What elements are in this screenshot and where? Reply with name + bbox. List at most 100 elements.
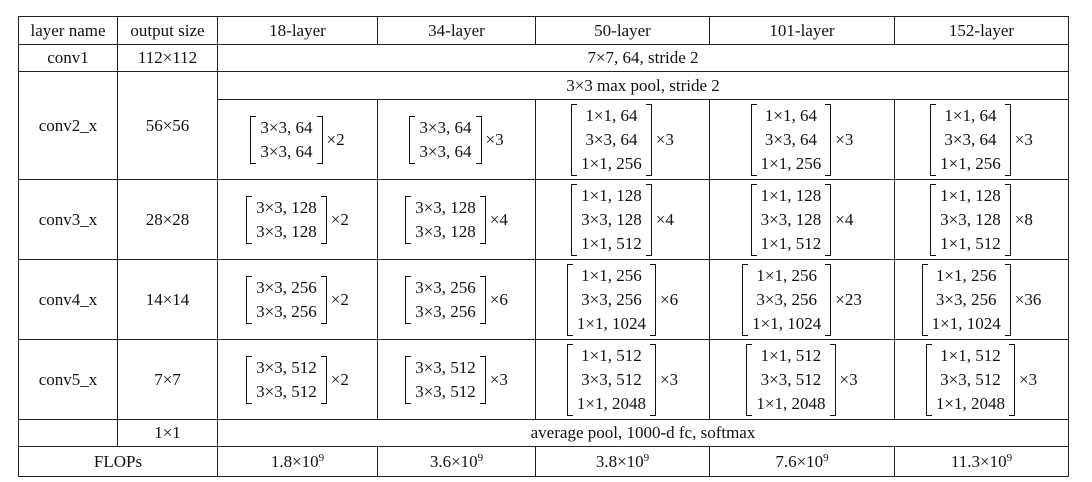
block-layer-spec: 1×1, 512: [940, 233, 1001, 253]
flops-152: 11.3×109: [894, 446, 1069, 477]
block-repeat-count: ×4: [489, 209, 508, 229]
block-group: 1×1, 256 3×3, 256 1×1, 1024 ×23: [742, 263, 862, 337]
conv3-18-block: 3×3, 128 3×3, 128 ×2: [217, 179, 378, 260]
block-repeat-count: ×3: [839, 369, 858, 389]
flops-50: 3.8×109: [535, 446, 710, 477]
flops-101: 7.6×109: [709, 446, 895, 477]
block-layer-spec: 3×3, 256: [256, 277, 317, 297]
bracket-matrix: 3×3, 64 3×3, 64: [409, 115, 482, 165]
block-repeat-count: ×36: [1014, 289, 1042, 309]
flops-152-exponent: 9: [1006, 451, 1013, 464]
block-repeat-count: ×2: [326, 129, 345, 149]
maxpool-spec: 3×3 max pool, stride 2: [217, 71, 1069, 100]
block-repeat-count: ×6: [489, 289, 508, 309]
block-group: 1×1, 128 3×3, 128 1×1, 512 ×8: [930, 183, 1033, 257]
block-layer-spec: 1×1, 512: [940, 345, 1001, 365]
block-layer-spec: 1×1, 2048: [756, 393, 826, 413]
block-repeat-count: ×2: [330, 369, 349, 389]
header-18-layer: 18-layer: [217, 16, 378, 45]
block-layer-spec: 3×3, 256: [935, 289, 997, 309]
block-group: 1×1, 512 3×3, 512 1×1, 2048 ×3: [746, 343, 858, 417]
bracket-matrix: 1×1, 128 3×3, 128 1×1, 512: [930, 183, 1011, 257]
conv3-101-block: 1×1, 128 3×3, 128 1×1, 512 ×4: [709, 179, 895, 260]
conv3-layer-name: conv3_x: [18, 179, 118, 260]
conv2-50-block: 1×1, 64 3×3, 64 1×1, 256 ×3: [535, 99, 710, 180]
block-group: 1×1, 256 3×3, 256 1×1, 1024 ×36: [921, 263, 1042, 337]
block-group: 1×1, 64 3×3, 64 1×1, 256 ×3: [930, 103, 1033, 177]
block-layer-spec: 1×1, 512: [760, 345, 822, 365]
conv3-50-block: 1×1, 128 3×3, 128 1×1, 512 ×4: [535, 179, 710, 260]
flops-18-mantissa: 1.8×10: [270, 451, 319, 471]
block-group: 1×1, 256 3×3, 256 1×1, 1024 ×6: [566, 263, 678, 337]
conv5-101-block: 1×1, 512 3×3, 512 1×1, 2048 ×3: [709, 339, 895, 420]
block-layer-spec: 3×3, 64: [764, 129, 817, 149]
bracket-matrix: 3×3, 512 3×3, 512: [246, 355, 327, 405]
block-layer-spec: 3×3, 512: [940, 369, 1001, 389]
block-group: 1×1, 512 3×3, 512 1×1, 2048 ×3: [566, 343, 678, 417]
block-layer-spec: 3×3, 128: [256, 221, 317, 241]
avgpool-output-size: 1×1: [117, 419, 218, 447]
block-repeat-count: ×3: [655, 129, 674, 149]
block-group: 3×3, 256 3×3, 256 ×2: [246, 275, 349, 325]
conv5-output-size: 7×7: [117, 339, 218, 420]
flops-50-exponent: 9: [643, 451, 650, 464]
bracket-matrix: 1×1, 64 3×3, 64 1×1, 256: [750, 103, 832, 177]
conv2-18-block: 3×3, 64 3×3, 64 ×2: [217, 99, 378, 180]
block-layer-spec: 3×3, 512: [415, 357, 476, 377]
avgpool-layer-name: [18, 419, 118, 447]
block-layer-spec: 3×3, 512: [256, 357, 317, 377]
block-layer-spec: 3×3, 512: [256, 381, 317, 401]
block-layer-spec: 1×1, 1024: [931, 313, 1001, 333]
conv4-152-block: 1×1, 256 3×3, 256 1×1, 1024 ×36: [894, 259, 1069, 340]
flops-18: 1.8×109: [217, 446, 378, 477]
conv3-34-block: 3×3, 128 3×3, 128 ×4: [377, 179, 536, 260]
flops-34-exponent: 9: [477, 451, 484, 464]
conv2-output-size: 56×56: [117, 71, 218, 180]
header-152-layer: 152-layer: [894, 16, 1069, 45]
flops-101-mantissa: 7.6×10: [775, 451, 824, 471]
block-repeat-count: ×4: [835, 209, 854, 229]
block-repeat-count: ×4: [655, 209, 674, 229]
bracket-matrix: 3×3, 128 3×3, 128: [246, 195, 327, 245]
flops-101-exponent: 9: [823, 451, 829, 464]
block-repeat-count: ×3: [1014, 129, 1033, 149]
conv4-layer-name: conv4_x: [18, 259, 118, 340]
conv5-34-block: 3×3, 512 3×3, 512 ×3: [377, 339, 536, 420]
block-layer-spec: 3×3, 128: [940, 209, 1001, 229]
bracket-matrix: 1×1, 512 3×3, 512 1×1, 2048: [746, 343, 836, 417]
bracket-matrix: 1×1, 256 3×3, 256 1×1, 1024: [742, 263, 832, 337]
block-layer-spec: 3×3, 64: [944, 129, 997, 149]
block-layer-spec: 1×1, 64: [764, 105, 817, 125]
block-group: 1×1, 128 3×3, 128 1×1, 512 ×4: [750, 183, 854, 257]
block-group: 3×3, 512 3×3, 512 ×3: [405, 355, 508, 405]
bracket-matrix: 3×3, 64 3×3, 64: [250, 115, 323, 165]
block-layer-spec: 1×1, 256: [581, 265, 642, 285]
block-layer-spec: 3×3, 256: [415, 277, 476, 297]
conv5-layer-name: conv5_x: [18, 339, 118, 420]
block-layer-spec: 1×1, 1024: [576, 313, 646, 333]
resnet-architecture-table: layer name output size 18-layer 34-layer…: [18, 16, 1069, 477]
bracket-matrix: 3×3, 128 3×3, 128: [405, 195, 486, 245]
conv4-50-block: 1×1, 256 3×3, 256 1×1, 1024 ×6: [535, 259, 710, 340]
flops-50-mantissa: 3.8×10: [595, 451, 644, 471]
block-layer-spec: 1×1, 256: [935, 265, 997, 285]
conv4-output-size: 14×14: [117, 259, 218, 340]
block-layer-spec: 3×3, 256: [756, 289, 817, 309]
block-layer-spec: 1×1, 256: [756, 265, 817, 285]
block-layer-spec: 1×1, 512: [581, 233, 642, 253]
avgpool-spec: average pool, 1000-d fc, softmax: [217, 419, 1069, 447]
conv2-blocks-row: 3×3, 64 3×3, 64 ×2 3×3, 64 3×3, 64 ×3 1×1, 6…: [19, 99, 1069, 180]
block-group: 1×1, 64 3×3, 64 1×1, 256 ×3: [571, 103, 674, 177]
block-repeat-count: ×8: [1014, 209, 1033, 229]
block-group: 3×3, 256 3×3, 256 ×6: [405, 275, 508, 325]
block-layer-spec: 1×1, 256: [940, 153, 1001, 173]
conv4-34-block: 3×3, 256 3×3, 256 ×6: [377, 259, 536, 340]
block-repeat-count: ×2: [330, 289, 349, 309]
block-layer-spec: 3×3, 64: [585, 129, 638, 149]
block-layer-spec: 1×1, 128: [760, 185, 822, 205]
block-group: 3×3, 128 3×3, 128 ×4: [405, 195, 508, 245]
block-layer-spec: 3×3, 64: [260, 141, 313, 161]
conv2-34-block: 3×3, 64 3×3, 64 ×3: [377, 99, 536, 180]
avgpool-row: 1×1 average pool, 1000-d fc, softmax: [18, 419, 1069, 447]
block-repeat-count: ×23: [835, 289, 862, 309]
